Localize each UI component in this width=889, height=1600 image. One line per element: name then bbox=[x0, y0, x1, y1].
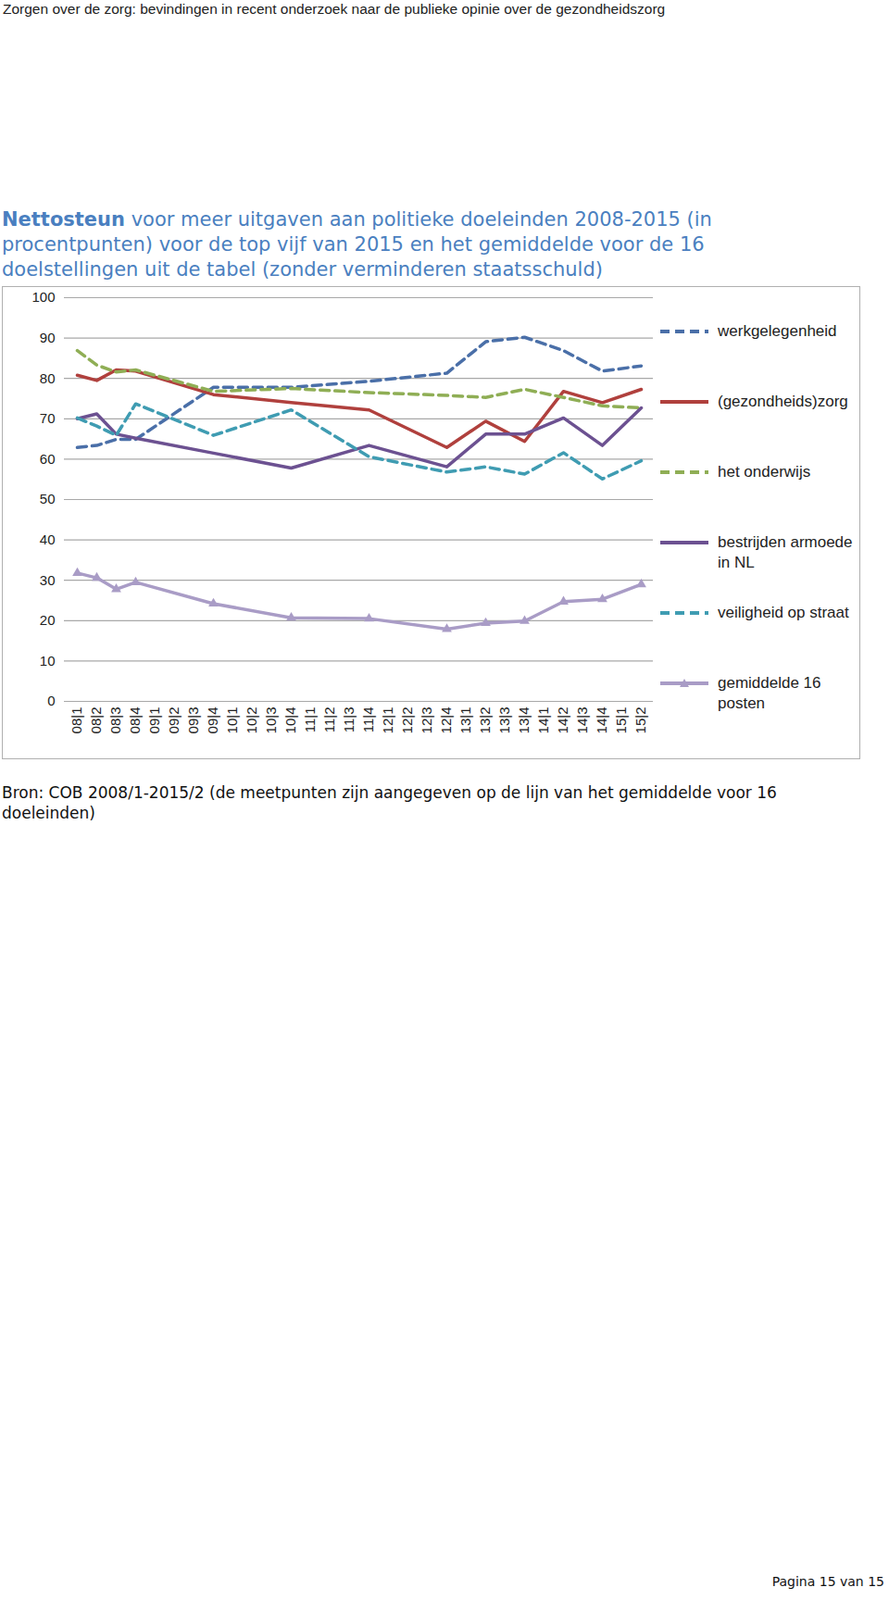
svg-text:11|1: 11|1 bbox=[301, 707, 318, 734]
svg-text:08|1: 08|1 bbox=[68, 707, 85, 735]
svg-text:09|1: 09|1 bbox=[146, 707, 163, 735]
html-text:Bron: COB 2008/1-2015/2 (de me: Bron: COB 2008/1-2015/2 (de meetpunten z… bbox=[1, 783, 777, 823]
svg-text:09|2: 09|2 bbox=[165, 707, 182, 735]
svg-text:10|4: 10|4 bbox=[282, 707, 299, 735]
svg-text:13|4: 13|4 bbox=[515, 707, 532, 735]
svg-text:12|4: 12|4 bbox=[438, 707, 454, 735]
html-text:Zorgen over de zorg: bevinding: Zorgen over de zorg: bevindingen in rece… bbox=[2, 0, 666, 17]
html-text:het onderwijs: het onderwijs bbox=[717, 463, 811, 481]
svg-text:12|1: 12|1 bbox=[379, 707, 396, 735]
svg-text:15|2: 15|2 bbox=[632, 707, 649, 735]
svg-text:50: 50 bbox=[39, 490, 56, 507]
svg-text:11|3: 11|3 bbox=[340, 707, 357, 734]
svg-text:13|3: 13|3 bbox=[496, 707, 513, 735]
svg-text:0: 0 bbox=[47, 692, 55, 709]
svg-text:08|2: 08|2 bbox=[87, 707, 104, 735]
svg-text:12|2: 12|2 bbox=[399, 707, 415, 735]
svg-text:11|2: 11|2 bbox=[321, 707, 338, 734]
html-text:gemiddelde 16 posten: gemiddelde 16 posten bbox=[717, 674, 821, 713]
svg-text:15|1: 15|1 bbox=[613, 707, 629, 735]
svg-text:90: 90 bbox=[39, 329, 56, 346]
html-text:(gezondheids)zorg: (gezondheids)zorg bbox=[717, 392, 849, 411]
svg-text:09|3: 09|3 bbox=[185, 707, 201, 735]
html-text:Pagina 15 van 15: Pagina 15 van 15 bbox=[772, 1574, 885, 1590]
svg-text:13|2: 13|2 bbox=[476, 707, 493, 735]
svg-text:20: 20 bbox=[39, 612, 56, 628]
svg-text:09|4: 09|4 bbox=[204, 707, 221, 735]
html-text:veiligheid op straat: veiligheid op straat bbox=[717, 603, 849, 622]
html-text:Nettosteun voor meer uitgaven: Nettosteun voor meer uitgaven aan politi… bbox=[1, 208, 713, 281]
svg-text:70: 70 bbox=[39, 410, 56, 426]
html-text:werkgelegenheid: werkgelegenheid bbox=[717, 322, 837, 340]
svg-text:30: 30 bbox=[39, 572, 56, 589]
svg-text:10: 10 bbox=[39, 652, 56, 669]
svg-text:100: 100 bbox=[31, 288, 55, 305]
svg-text:10|1: 10|1 bbox=[224, 707, 240, 735]
svg-text:60: 60 bbox=[39, 450, 56, 467]
svg-text:13|1: 13|1 bbox=[457, 707, 474, 735]
svg-text:80: 80 bbox=[39, 370, 56, 387]
svg-text:40: 40 bbox=[39, 531, 56, 548]
svg-text:08|4: 08|4 bbox=[126, 707, 143, 735]
svg-text:10|2: 10|2 bbox=[243, 707, 260, 735]
svg-text:14|2: 14|2 bbox=[554, 707, 571, 735]
svg-text:14|4: 14|4 bbox=[593, 707, 610, 735]
svg-text:12|3: 12|3 bbox=[418, 707, 435, 735]
svg-text:11|4: 11|4 bbox=[360, 707, 376, 734]
svg-text:08|3: 08|3 bbox=[107, 707, 124, 735]
html-text:bestrijden armoede in NL: bestrijden armoede in NL bbox=[717, 533, 853, 572]
svg-text:10|3: 10|3 bbox=[262, 707, 279, 735]
svg-text:14|3: 14|3 bbox=[574, 707, 590, 735]
svg-text:14|1: 14|1 bbox=[535, 707, 551, 735]
